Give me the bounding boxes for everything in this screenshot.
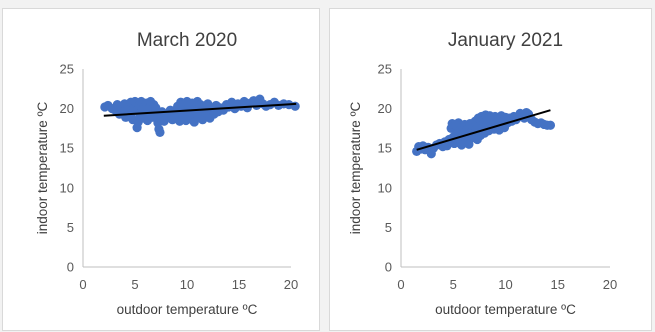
data-point [545,120,556,130]
x-tick-label: 15 [551,277,565,292]
y-tick-label: 20 [378,101,392,116]
y-tick-label: 5 [67,220,74,235]
y-tick-label: 0 [385,260,392,275]
y-tick-label: 25 [378,62,392,77]
y-tick-label: 25 [60,62,74,77]
x-tick-label: 0 [79,277,86,292]
chart-panel-march-2020: March 2020 0 5 10 15 20 25 0 5 10 15 20 outdoor temp… [2,8,320,331]
data-point [198,115,208,125]
x-tick-label: 15 [232,277,246,292]
x-tick-label: 10 [180,277,194,292]
y-axis-label: indoor temperature ºC [348,102,363,235]
y-tick-label: 15 [378,141,392,156]
y-tick-label: 20 [60,101,74,116]
data-points [100,94,300,137]
data-point [155,127,165,137]
scatter-chart-january-2021: January 2021 0 5 10 15 20 25 0 5 10 15 20 outdoor te… [348,30,617,317]
y-tick-label: 0 [67,260,74,275]
trendline [416,109,551,151]
y-tick-label: 5 [385,220,392,235]
scatter-chart-march-2020: March 2020 0 5 10 15 20 25 0 5 10 15 20 outdoor temp… [35,30,300,317]
x-tick-label: 20 [284,277,298,292]
y-tick-label: 10 [378,180,392,195]
x-tick-label: 10 [498,277,512,292]
chart-title: January 2021 [448,30,563,51]
y-axis-label: indoor temperature ºC [35,102,50,235]
x-tick-label: 5 [450,277,457,292]
x-tick-label: 5 [131,277,138,292]
x-tick-label: 20 [603,277,617,292]
x-tick-label: 0 [397,277,404,292]
chart-panel-january-2021: January 2021 0 5 10 15 20 25 0 5 10 15 20 outdoor te… [329,8,652,331]
trendline [103,102,297,117]
x-axis-label: outdoor temperature ºC [435,302,576,317]
y-tick-label: 15 [60,141,74,156]
x-axis-label: outdoor temperature ºC [117,302,258,317]
chart-title: March 2020 [137,30,237,51]
y-tick-label: 10 [60,180,74,195]
